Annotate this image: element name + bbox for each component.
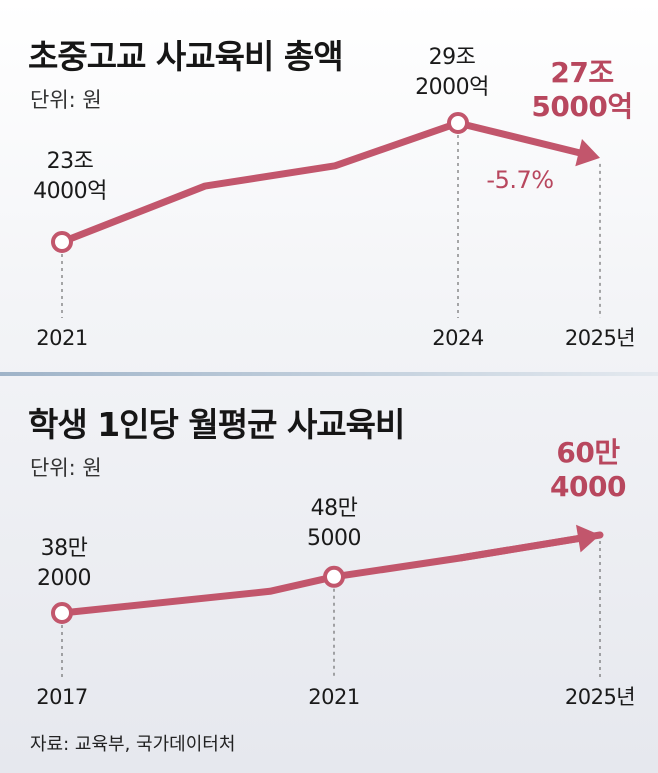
data-label: 48만 5000 [307,496,361,551]
unit-label: 단위: 원 [30,88,102,112]
section-divider [0,372,658,376]
data-point [323,565,345,588]
series-line-end [456,535,582,562]
source-note: 자료: 교육부, 국가데이터처 [30,734,236,755]
tick-label: 2024 [432,326,484,350]
data-label: 60만 4000 [550,436,626,503]
chart-title: 학생 1인당 월평균 사교육비 [28,405,405,444]
tick-label: 2025년 [565,326,635,350]
data-label: 23조 4000억 [33,149,107,204]
chart-monthly-per-student: 학생 1인당 월평균 사교육비 단위: 원 38만 2000 48만 5000 60만 4… [0,378,658,718]
tick-label: 2025년 [565,685,635,709]
change-annotation: -5.7% [486,166,553,194]
chart-title: 초중고교 사교육비 총액 [28,37,344,76]
arrow-head [575,139,600,167]
tick-label: 2021 [308,685,359,709]
unit-label: 단위: 원 [30,456,102,480]
data-label: 27조 5000억 [531,56,632,123]
arrow-head [576,524,600,553]
data-point [51,231,73,253]
series-line-end [454,119,583,157]
data-point [51,602,73,624]
line-chart-monthly: 38만 2000 48만 5000 60만 4000 2017 2021 2025년 [36,436,635,709]
tick-label: 2017 [36,685,87,709]
data-label: 29조 2000억 [415,45,489,100]
chart-total-spending: 초중고교 사교육비 총액 단위: 원 23조 4000억 29조 2000억 27조 50… [0,0,658,370]
tick-label: 2021 [36,326,87,350]
series-line [58,119,462,246]
data-point [447,112,469,134]
data-label: 38만 2000 [37,536,91,591]
line-chart-total: 23조 4000억 29조 2000억 27조 5000억 2021 2024 2025년 -5.… [33,45,636,350]
